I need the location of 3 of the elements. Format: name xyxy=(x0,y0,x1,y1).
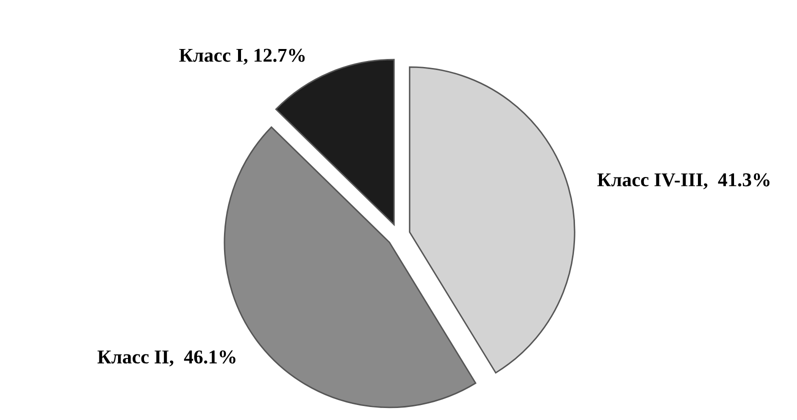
slice-label: Класс IV-III, 41.3% xyxy=(597,173,770,190)
slice-label: Класс I, 12.7% xyxy=(179,48,305,65)
slice-label: Класс II, 46.1% xyxy=(98,350,236,366)
